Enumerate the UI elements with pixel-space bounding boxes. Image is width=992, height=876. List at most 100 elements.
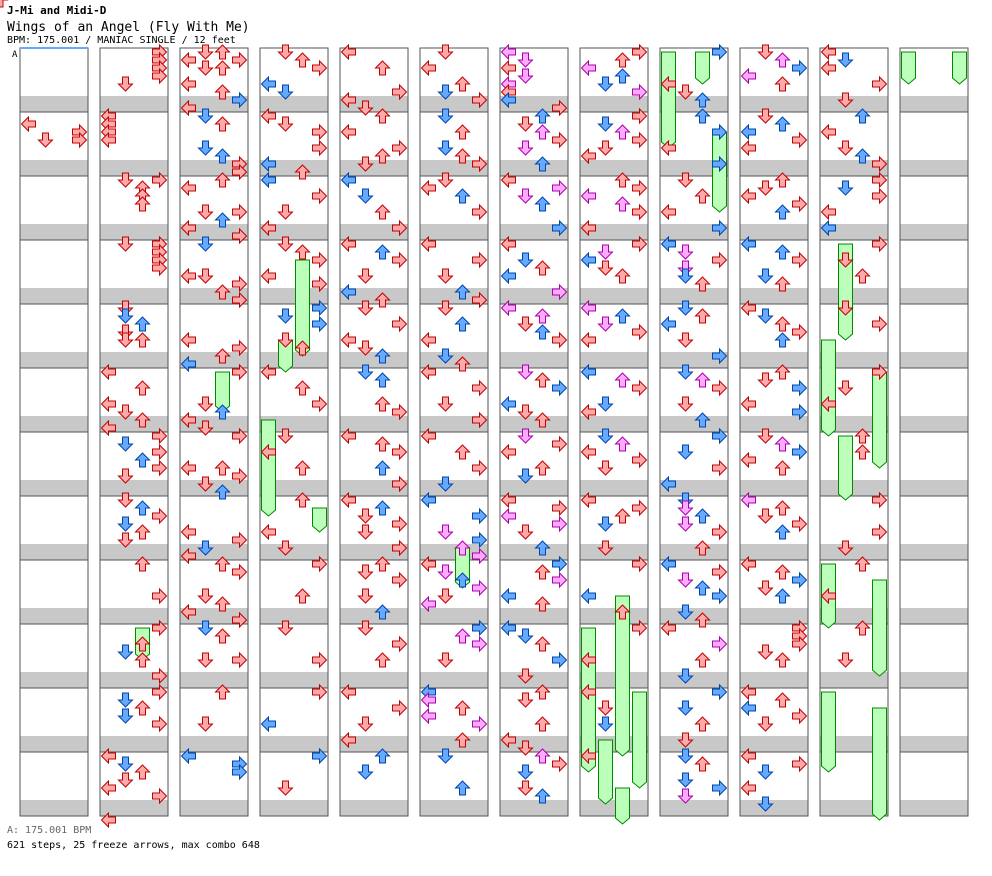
step-arrow-down xyxy=(117,404,134,420)
step-arrow-up xyxy=(454,700,471,716)
step-arrow-right xyxy=(552,515,568,533)
step-arrow-left xyxy=(580,747,596,765)
step-arrow-up xyxy=(534,564,551,580)
measure-column-7 xyxy=(499,47,569,817)
step-arrow-up xyxy=(134,412,151,428)
step-arrow-down xyxy=(197,60,214,76)
step-arrow-down xyxy=(117,308,134,324)
step-arrow-down xyxy=(357,340,374,356)
step-arrow-up xyxy=(454,188,471,204)
step-arrow-up xyxy=(454,780,471,796)
step-arrow-up xyxy=(534,324,551,340)
step-arrow-down xyxy=(117,692,134,708)
step-arrow-up xyxy=(614,172,631,188)
step-arrow-right xyxy=(232,91,248,109)
step-arrow-up xyxy=(214,284,231,300)
step-arrow-up xyxy=(854,444,871,460)
step-arrow-right xyxy=(472,379,488,397)
step-arrow-down xyxy=(597,260,614,276)
step-arrow-down xyxy=(517,428,534,444)
step-arrow-down xyxy=(197,716,214,732)
step-arrow-right xyxy=(632,179,648,197)
step-arrow-up xyxy=(214,212,231,228)
step-arrow-right xyxy=(312,275,328,293)
step-arrow-down xyxy=(197,396,214,412)
step-arrow-right xyxy=(552,331,568,349)
step-arrow-right xyxy=(712,219,728,237)
step-arrow-down xyxy=(757,644,774,660)
step-arrow-down xyxy=(197,588,214,604)
step-arrow-right xyxy=(872,491,888,509)
measure-column-1 xyxy=(19,47,89,817)
step-arrow-down xyxy=(597,716,614,732)
step-arrow-right xyxy=(552,435,568,453)
step-arrow-up xyxy=(294,164,311,180)
step-arrow-up xyxy=(294,588,311,604)
step-arrow-right xyxy=(232,163,248,181)
measure-column-3 xyxy=(179,47,249,817)
step-arrow-left xyxy=(740,395,756,413)
step-arrow-down xyxy=(517,364,534,380)
step-arrow-left xyxy=(500,299,516,317)
step-arrow-right xyxy=(712,155,728,173)
step-arrow-left xyxy=(820,43,836,61)
step-arrow-right xyxy=(472,91,488,109)
step-arrow-down xyxy=(597,140,614,156)
step-arrow-right xyxy=(392,251,408,269)
step-arrow-down xyxy=(597,244,614,260)
step-arrow-right xyxy=(392,515,408,533)
step-arrow-right xyxy=(312,251,328,269)
step-arrow-up xyxy=(214,404,231,420)
step-arrow-up xyxy=(454,356,471,372)
step-arrow-up xyxy=(614,508,631,524)
step-arrow-down xyxy=(117,532,134,548)
step-arrow-left xyxy=(740,139,756,157)
freeze-arrow xyxy=(838,243,853,341)
step-arrow-down xyxy=(357,364,374,380)
step-arrow-left xyxy=(580,187,596,205)
step-arrow-right xyxy=(232,651,248,669)
step-arrow-right xyxy=(632,83,648,101)
step-arrow-down xyxy=(677,444,694,460)
step-arrow-left xyxy=(580,491,596,509)
step-arrow-down xyxy=(517,116,534,132)
step-arrow-right xyxy=(392,635,408,653)
step-arrow-up xyxy=(694,580,711,596)
step-arrow-left xyxy=(660,203,676,221)
step-arrow-left xyxy=(260,107,276,125)
step-arrow-down xyxy=(517,692,534,708)
step-arrow-right xyxy=(792,251,808,269)
step-arrow-right xyxy=(872,75,888,93)
step-arrow-down xyxy=(437,348,454,364)
bpm-marker: A xyxy=(12,50,18,60)
step-arrow-down xyxy=(517,316,534,332)
step-arrow-left xyxy=(500,43,516,61)
step-arrow-left xyxy=(180,411,196,429)
step-arrow-right xyxy=(792,403,808,421)
step-arrow-down xyxy=(837,92,854,108)
step-arrow-up xyxy=(694,508,711,524)
step-arrow-up xyxy=(214,84,231,100)
step-arrow-left xyxy=(820,395,836,413)
step-arrow-down xyxy=(117,436,134,452)
step-arrow-right xyxy=(552,99,568,117)
step-arrow-up xyxy=(774,564,791,580)
step-arrow-up xyxy=(774,364,791,380)
step-arrow-left xyxy=(340,235,356,253)
step-arrow-right xyxy=(472,619,488,637)
step-arrow-up xyxy=(454,148,471,164)
step-arrow-down xyxy=(597,460,614,476)
step-arrow-down xyxy=(517,188,534,204)
freeze-arrow xyxy=(838,435,853,501)
step-arrow-up xyxy=(774,524,791,540)
step-arrow-left xyxy=(420,691,436,709)
step-arrow-left xyxy=(340,331,356,349)
step-arrow-right xyxy=(792,323,808,341)
step-arrow-left xyxy=(100,419,116,437)
step-arrow-down xyxy=(197,420,214,436)
step-arrow-up xyxy=(774,436,791,452)
step-arrow-up xyxy=(534,308,551,324)
step-arrow-right xyxy=(792,131,808,149)
step-arrow-up xyxy=(614,436,631,452)
step-arrow-left xyxy=(420,235,436,253)
